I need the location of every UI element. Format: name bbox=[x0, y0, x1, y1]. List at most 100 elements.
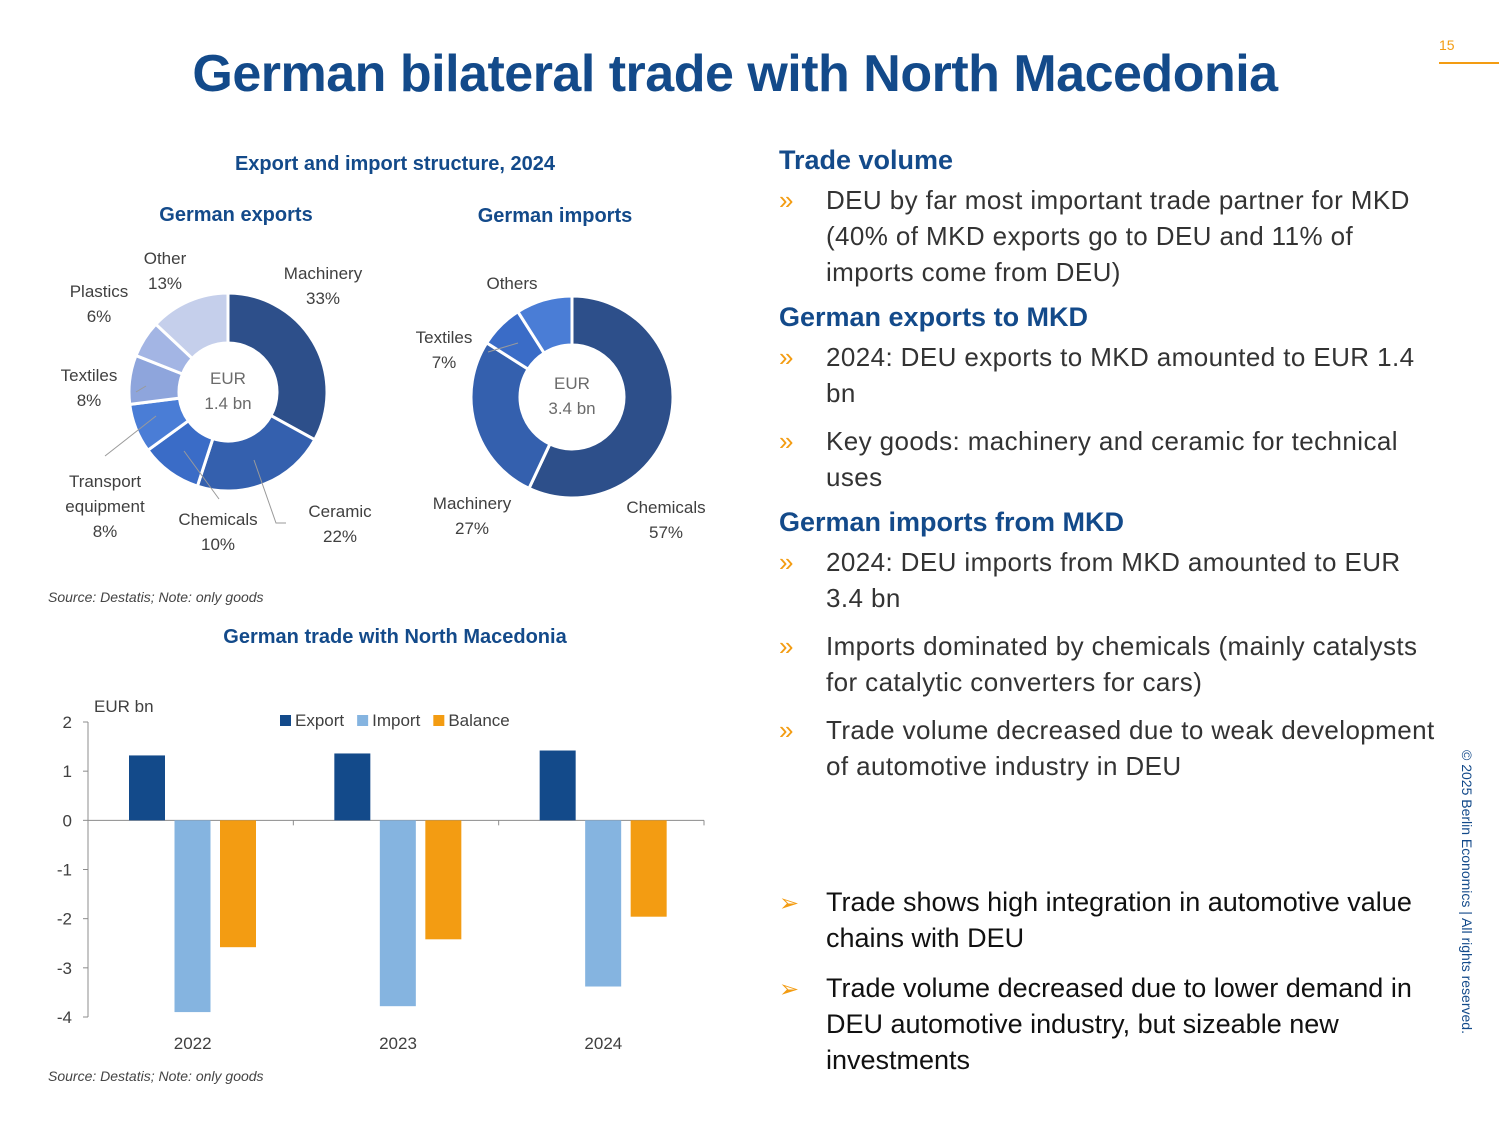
bullet-text: Trade volume decreased due to weak devel… bbox=[826, 715, 1435, 781]
bullet-item: » 2024: DEU imports from MKD amounted to … bbox=[779, 544, 1439, 616]
bar-export-2024 bbox=[539, 750, 576, 821]
y-axis-label: EUR bn bbox=[94, 697, 154, 716]
slice-label: 27% bbox=[455, 519, 489, 538]
slice-label: Others bbox=[486, 274, 537, 293]
bullet-item: » 2024: DEU exports to MKD amounted to EU… bbox=[779, 339, 1439, 411]
exports-donut: EUR 1.4 bn Machinery 33% Ceramic 22% Chemicals… bbox=[61, 249, 372, 554]
slice-label: Transport bbox=[69, 472, 141, 491]
legend-swatch-import bbox=[357, 715, 369, 726]
imports-donut: EUR 3.4 bn Chemicals 57% Machinery 27% Textile… bbox=[416, 274, 706, 542]
imports-donut-title: German imports bbox=[477, 205, 633, 227]
leader-line bbox=[183, 450, 220, 500]
bullet-text: Key goods: machinery and ceramic for tec… bbox=[826, 426, 1398, 492]
legend-label-import: Import bbox=[372, 711, 420, 730]
y-tick-label: 1 bbox=[63, 762, 72, 781]
donut-slice-machinery bbox=[469, 340, 552, 491]
bar-import-2022 bbox=[174, 820, 211, 1013]
bullet-mark-icon: » bbox=[779, 631, 794, 661]
section-heading: German exports to MKD bbox=[779, 302, 1089, 332]
slice-label: Machinery bbox=[433, 494, 512, 513]
leader-line bbox=[253, 459, 286, 524]
takeaway-text: Trade shows high integration in automoti… bbox=[826, 887, 1412, 953]
bullet-item: » DEU by far most important trade partner… bbox=[779, 182, 1439, 290]
slice-label: Chemicals bbox=[626, 498, 705, 517]
slice-label: 8% bbox=[93, 522, 118, 541]
y-tick-label: 2 bbox=[63, 713, 72, 732]
bar-import-2024 bbox=[585, 820, 622, 987]
takeaway-item: ➢ Trade volume decreased due to lower dem… bbox=[779, 970, 1439, 1078]
bar-balance-2023 bbox=[425, 820, 462, 940]
x-tick-label: 2023 bbox=[379, 1034, 417, 1053]
bar-source-note: Source: Destatis; Note: only goods bbox=[48, 1068, 264, 1084]
bullet-item: » Trade volume decreased due to weak deve… bbox=[779, 712, 1439, 784]
donut-center-label: EUR bbox=[554, 374, 590, 393]
x-tick-label: 2022 bbox=[174, 1034, 212, 1053]
bullet-item: » Imports dominated by chemicals (mainly … bbox=[779, 628, 1439, 700]
slice-label: 33% bbox=[306, 289, 340, 308]
y-tick-label: -2 bbox=[57, 910, 72, 929]
page-number-rule bbox=[1439, 62, 1499, 64]
slice-label: Chemicals bbox=[178, 510, 257, 529]
bar-balance-2022 bbox=[220, 820, 256, 948]
donut-slice-chemicals bbox=[526, 294, 675, 500]
bullet-text: 2024: DEU exports to MKD amounted to EUR… bbox=[826, 342, 1415, 408]
bullet-text: 2024: DEU imports from MKD amounted to E… bbox=[826, 547, 1401, 613]
donut-center-label: EUR bbox=[210, 369, 246, 388]
bar-chart-title: German trade with North Macedonia bbox=[223, 626, 567, 648]
bar-export-2022 bbox=[129, 755, 165, 821]
bar-balance-2024 bbox=[630, 820, 667, 917]
bullet-text: Imports dominated by chemicals (mainly c… bbox=[826, 631, 1418, 697]
slice-label: 13% bbox=[148, 274, 182, 293]
bullet-text: DEU by far most important trade partner … bbox=[826, 185, 1410, 287]
slice-label: Plastics bbox=[70, 282, 129, 301]
slice-label: Ceramic bbox=[308, 502, 372, 521]
slice-label: equipment bbox=[65, 497, 145, 516]
bullet-mark-icon: » bbox=[779, 185, 794, 215]
slice-label: Machinery bbox=[284, 264, 363, 283]
bullet-item: » Key goods: machinery and ceramic for te… bbox=[779, 423, 1439, 495]
donut-center-label: 1.4 bn bbox=[204, 394, 251, 413]
arrow-bullet-icon: ➢ bbox=[779, 976, 800, 1003]
bar-export-2023 bbox=[334, 753, 371, 821]
slice-label: 7% bbox=[432, 353, 457, 372]
bar-chart: EUR bn 2 1 0 -1 -2 -3 -4 2022 2023 2024 Export Impor… bbox=[57, 697, 705, 1053]
y-tick-label: 0 bbox=[63, 811, 72, 830]
leader-line bbox=[104, 415, 157, 457]
takeaway-text: Trade volume decreased due to lower dema… bbox=[826, 973, 1412, 1075]
leader-line bbox=[135, 385, 147, 393]
page-title: German bilateral trade with North Macedo… bbox=[192, 45, 1278, 103]
donut-center-label: 3.4 bn bbox=[548, 399, 595, 418]
slice-label: 57% bbox=[649, 523, 683, 542]
y-tick-label: -3 bbox=[57, 959, 72, 978]
y-tick-label: -4 bbox=[57, 1008, 72, 1027]
bar-import-2023 bbox=[379, 820, 416, 1007]
bullet-mark-icon: » bbox=[779, 342, 794, 372]
legend-swatch-export bbox=[280, 715, 291, 726]
donut-charts: EUR 1.4 bn Machinery 33% Ceramic 22% Chemicals… bbox=[61, 249, 706, 554]
slice-label: Textiles bbox=[416, 328, 473, 347]
bullet-mark-icon: » bbox=[779, 547, 794, 577]
slice-label: Textiles bbox=[61, 366, 118, 385]
donut-slice-ceramic bbox=[195, 413, 317, 493]
section-heading: German imports from MKD bbox=[779, 507, 1125, 537]
donut-source-note: Source: Destatis; Note: only goods bbox=[48, 589, 264, 605]
summary-column: Trade volume » DEU by far most important t… bbox=[779, 145, 1439, 796]
exports-donut-title: German exports bbox=[159, 204, 313, 226]
section-heading: Trade volume bbox=[779, 145, 954, 175]
slice-label: Other bbox=[144, 249, 187, 268]
slice-label: 6% bbox=[87, 307, 112, 326]
donut-slice-other bbox=[153, 291, 230, 361]
bullet-mark-icon: » bbox=[779, 715, 794, 745]
takeaways: ➢ Trade shows high integration in automot… bbox=[779, 884, 1439, 1092]
bullet-mark-icon: » bbox=[779, 426, 794, 456]
arrow-bullet-icon: ➢ bbox=[779, 890, 800, 917]
legend-swatch-balance bbox=[433, 715, 445, 726]
donut-slice-machinery bbox=[226, 291, 329, 442]
legend-label-export: Export bbox=[295, 711, 344, 730]
y-tick-label: -1 bbox=[57, 861, 72, 880]
slice-label: 8% bbox=[77, 391, 102, 410]
donut-section-title: Export and import structure, 2024 bbox=[234, 153, 556, 175]
takeaway-item: ➢ Trade shows high integration in automot… bbox=[779, 884, 1439, 956]
leader-line bbox=[487, 342, 519, 353]
x-tick-label: 2024 bbox=[584, 1034, 622, 1053]
